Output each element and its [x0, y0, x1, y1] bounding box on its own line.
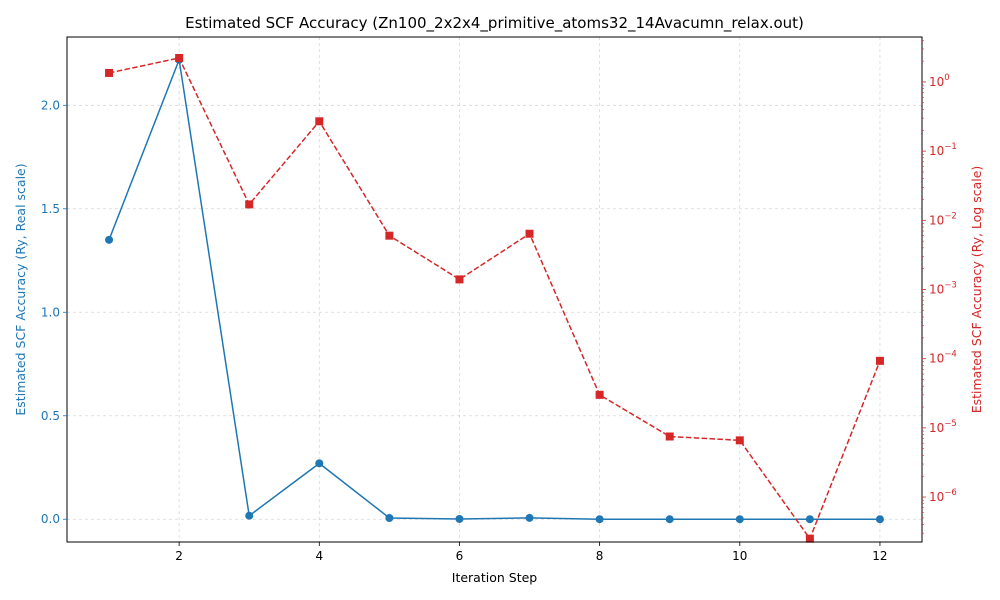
- real-scale-series-line: [108, 56, 880, 520]
- y-left-tick-label: 0.5: [41, 409, 60, 423]
- y-right-axis-label: Estimated SCF Accuracy (Ry, Log scale): [969, 166, 984, 414]
- real-scale-point: [385, 513, 394, 522]
- x-tick-label: 12: [872, 549, 887, 563]
- log-scale-point: [875, 356, 884, 365]
- log-scale-point: [315, 117, 324, 126]
- log-scale-series-line: [108, 57, 881, 541]
- real-scale-point: [105, 235, 114, 244]
- y-right-tick-exponent: −5: [944, 419, 957, 429]
- real-scale-point: [875, 515, 884, 524]
- x-tick-label: 8: [596, 549, 604, 563]
- y-right-tick-label: 10−1: [929, 142, 957, 158]
- real-scale-point: [525, 513, 534, 522]
- y-right-tick-label: 10−2: [929, 211, 957, 227]
- y-right-tick-label: 10−6: [929, 488, 957, 504]
- real-scale-point: [455, 514, 464, 523]
- y-right-tick-exponent: −6: [944, 488, 957, 498]
- x-tick-label: 10: [732, 549, 747, 563]
- log-scale-point: [595, 390, 604, 399]
- x-tick-label: 6: [456, 549, 464, 563]
- y-right-tick-label: 10−5: [929, 419, 957, 435]
- log-scale-point: [525, 229, 534, 238]
- log-scale-point: [385, 231, 394, 240]
- chart-title: Estimated SCF Accuracy (Zn100_2x2x4_prim…: [185, 14, 804, 33]
- log-scale-point: [245, 200, 254, 209]
- log-scale-point: [175, 54, 184, 63]
- y-left-axis-label: Estimated SCF Accuracy (Ry, Real scale): [13, 163, 28, 415]
- y-right-tick-exponent: −2: [944, 211, 957, 221]
- y-left-tick-label: 0.0: [41, 512, 60, 526]
- real-scale-point: [735, 515, 744, 524]
- x-tick-label: 4: [315, 549, 323, 563]
- y-left-tick-label: 1.5: [41, 202, 60, 216]
- y-right-tick-label: 10−3: [929, 281, 957, 297]
- real-scale-point: [245, 511, 254, 520]
- log-scale-point: [735, 436, 744, 445]
- real-scale-point: [595, 515, 604, 524]
- log-scale-point: [665, 432, 674, 441]
- y-right-tick-exponent: −4: [944, 350, 957, 360]
- plot-frame: [66, 36, 923, 543]
- axis-layer: 2 4 6 8 10 12 0.0 0.5 1.0 1.5 2.0 10−6 10−5 10−4 10−3 1…: [41, 40, 957, 563]
- y-left-tick-label: 2.0: [41, 98, 60, 112]
- grid-layer: [67, 37, 922, 542]
- log-scale-point: [455, 275, 464, 284]
- log-scale-point: [805, 534, 814, 543]
- y-left-tick-label: 1.0: [41, 305, 60, 319]
- log-scale-point: [105, 68, 114, 77]
- series-layer: [105, 54, 884, 543]
- y-right-tick-label: 100: [929, 73, 950, 89]
- y-right-tick-exponent: −3: [944, 281, 957, 291]
- real-scale-point: [315, 459, 324, 468]
- y-right-tick-label: 10−4: [929, 350, 957, 366]
- y-right-tick-exponent: 0: [944, 73, 949, 83]
- y-right-tick-exponent: −1: [944, 142, 957, 152]
- x-tick-label: 2: [175, 549, 183, 563]
- real-scale-point: [665, 515, 674, 524]
- x-axis-label: Iteration Step: [452, 570, 538, 585]
- real-scale-point: [805, 515, 814, 524]
